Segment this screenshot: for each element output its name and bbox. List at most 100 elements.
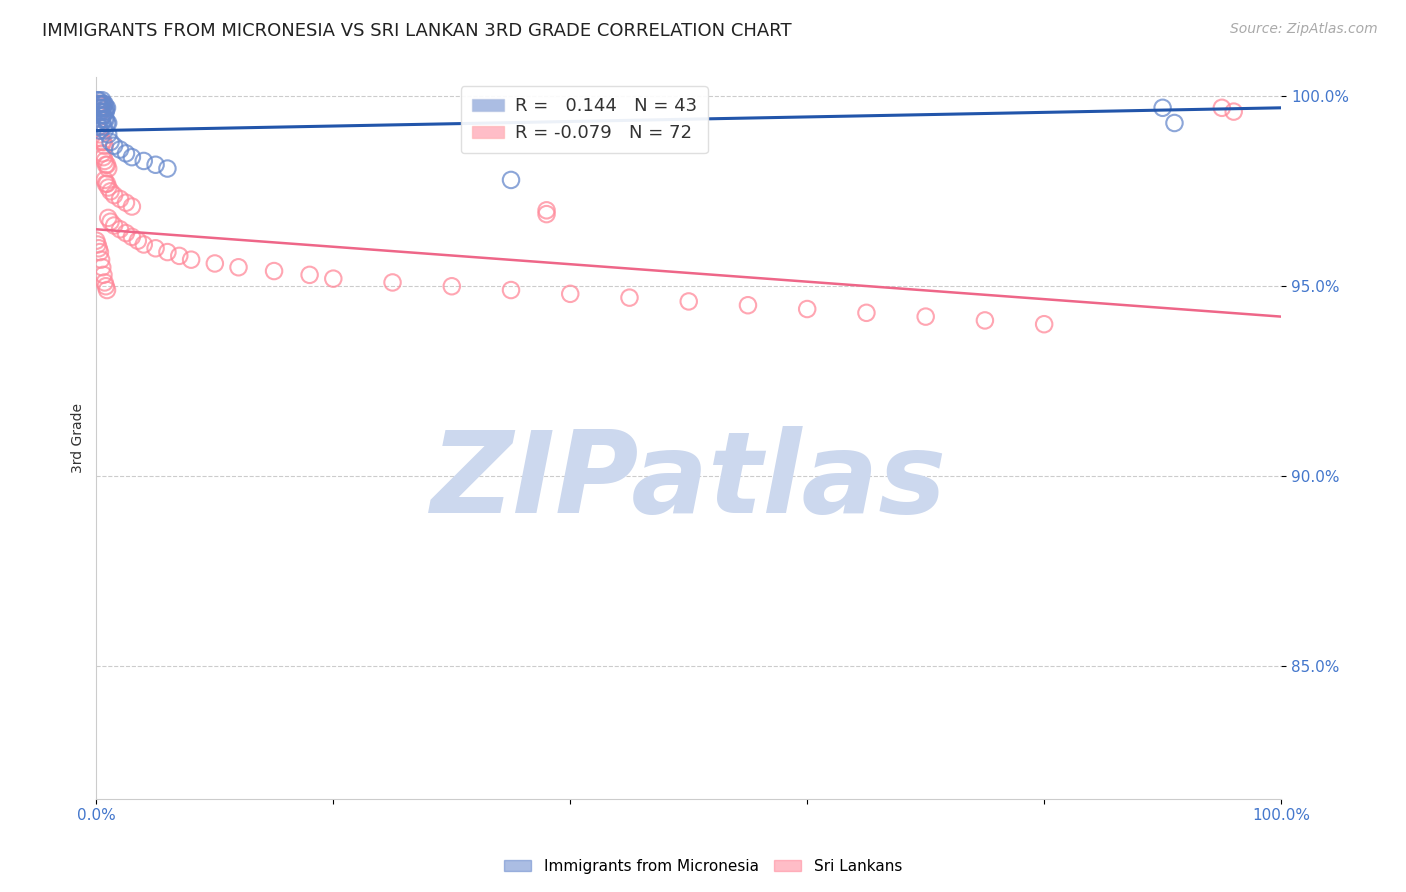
Point bbox=[87, 241, 110, 255]
Point bbox=[103, 188, 125, 202]
Point bbox=[536, 203, 558, 218]
Point bbox=[103, 138, 125, 153]
Point bbox=[974, 313, 997, 327]
Point bbox=[89, 97, 111, 112]
Point bbox=[91, 97, 114, 112]
Point bbox=[678, 294, 700, 309]
Point bbox=[96, 158, 118, 172]
Point bbox=[93, 123, 115, 137]
Point bbox=[1033, 317, 1056, 331]
Point bbox=[90, 112, 112, 127]
Point bbox=[93, 120, 115, 134]
Point bbox=[93, 101, 115, 115]
Point bbox=[93, 276, 115, 290]
Point bbox=[94, 112, 117, 127]
Point bbox=[94, 158, 117, 172]
Point bbox=[87, 93, 110, 107]
Point bbox=[93, 112, 115, 127]
Point bbox=[96, 177, 118, 191]
Point bbox=[94, 177, 117, 191]
Point bbox=[93, 138, 115, 153]
Point bbox=[96, 101, 118, 115]
Point bbox=[91, 146, 114, 161]
Point bbox=[127, 234, 149, 248]
Point bbox=[108, 222, 131, 236]
Point bbox=[89, 128, 111, 142]
Point bbox=[91, 108, 114, 122]
Point bbox=[87, 123, 110, 137]
Point bbox=[1211, 101, 1233, 115]
Point bbox=[97, 116, 120, 130]
Point bbox=[145, 241, 167, 255]
Legend: Immigrants from Micronesia, Sri Lankans: Immigrants from Micronesia, Sri Lankans bbox=[498, 853, 908, 880]
Point bbox=[204, 256, 226, 270]
Point bbox=[94, 104, 117, 119]
Point bbox=[108, 192, 131, 206]
Point bbox=[86, 116, 108, 130]
Point bbox=[90, 101, 112, 115]
Point bbox=[263, 264, 285, 278]
Point bbox=[121, 230, 143, 244]
Point bbox=[93, 108, 115, 122]
Point bbox=[91, 260, 114, 275]
Point bbox=[737, 298, 759, 312]
Point bbox=[93, 135, 115, 149]
Point bbox=[100, 215, 122, 229]
Point bbox=[89, 104, 111, 119]
Point bbox=[619, 291, 641, 305]
Text: Source: ZipAtlas.com: Source: ZipAtlas.com bbox=[1230, 22, 1378, 37]
Point bbox=[90, 104, 112, 119]
Point bbox=[90, 101, 112, 115]
Point bbox=[90, 131, 112, 145]
Point bbox=[87, 97, 110, 112]
Point bbox=[115, 195, 138, 210]
Point bbox=[536, 207, 558, 221]
Point bbox=[100, 184, 122, 198]
Point bbox=[89, 123, 111, 137]
Point bbox=[91, 135, 114, 149]
Point bbox=[86, 234, 108, 248]
Point bbox=[1222, 104, 1244, 119]
Point bbox=[87, 120, 110, 134]
Point bbox=[96, 283, 118, 297]
Point bbox=[169, 249, 191, 263]
Point bbox=[89, 245, 111, 260]
Point bbox=[94, 101, 117, 115]
Text: IMMIGRANTS FROM MICRONESIA VS SRI LANKAN 3RD GRADE CORRELATION CHART: IMMIGRANTS FROM MICRONESIA VS SRI LANKAN… bbox=[42, 22, 792, 40]
Point bbox=[93, 97, 115, 112]
Point bbox=[322, 271, 344, 285]
Point bbox=[93, 268, 115, 282]
Point bbox=[121, 150, 143, 164]
Point bbox=[86, 93, 108, 107]
Point bbox=[90, 97, 112, 112]
Point bbox=[440, 279, 463, 293]
Point bbox=[100, 135, 122, 149]
Point bbox=[499, 283, 522, 297]
Point bbox=[855, 306, 877, 320]
Point bbox=[90, 104, 112, 119]
Point bbox=[132, 237, 155, 252]
Point bbox=[91, 116, 114, 130]
Point bbox=[1163, 116, 1185, 130]
Point bbox=[91, 97, 114, 112]
Point bbox=[93, 97, 115, 112]
Y-axis label: 3rd Grade: 3rd Grade bbox=[72, 403, 86, 473]
Point bbox=[97, 128, 120, 142]
Point bbox=[121, 200, 143, 214]
Point bbox=[156, 245, 179, 260]
Point bbox=[298, 268, 321, 282]
Point bbox=[97, 161, 120, 176]
Point bbox=[96, 116, 118, 130]
Text: ZIPatlas: ZIPatlas bbox=[430, 425, 946, 537]
Point bbox=[89, 101, 111, 115]
Point bbox=[93, 104, 115, 119]
Point bbox=[89, 104, 111, 119]
Point bbox=[91, 93, 114, 107]
Point bbox=[115, 146, 138, 161]
Point bbox=[108, 143, 131, 157]
Point bbox=[499, 173, 522, 187]
Point bbox=[87, 97, 110, 112]
Point bbox=[115, 226, 138, 240]
Point bbox=[1152, 101, 1174, 115]
Point bbox=[796, 301, 818, 316]
